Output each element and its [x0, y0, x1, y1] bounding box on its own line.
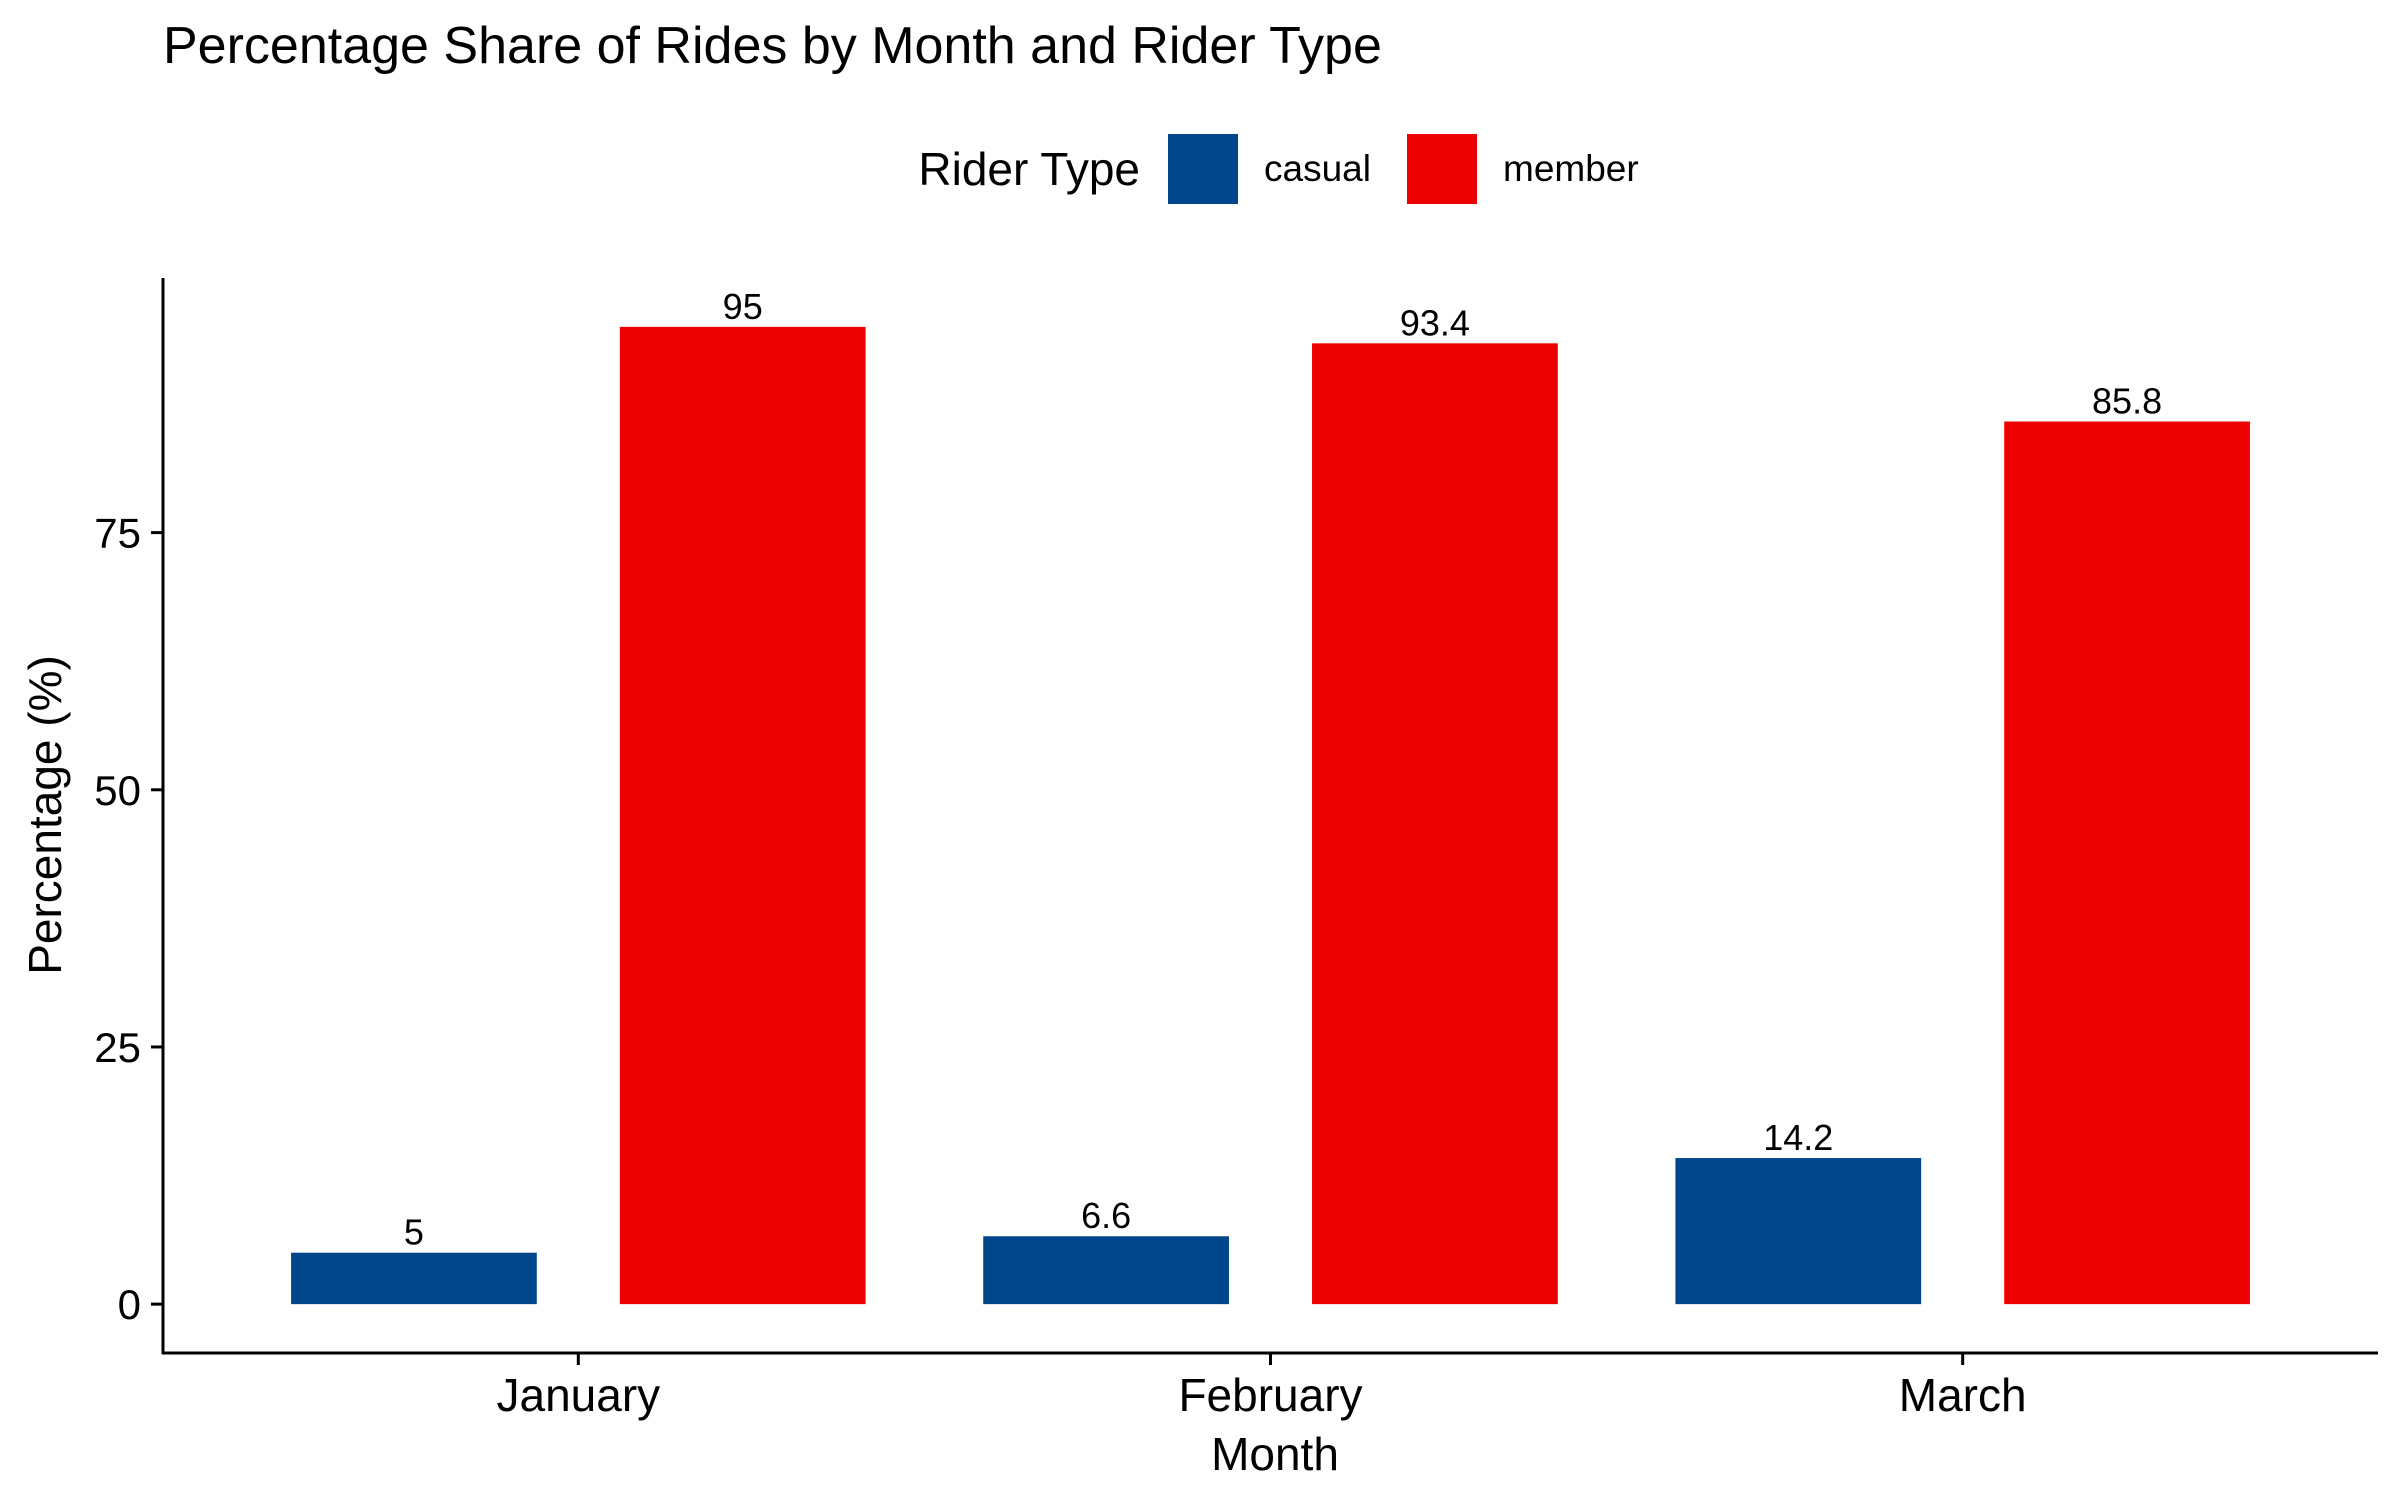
legend-label-casual: casual	[1264, 148, 1371, 189]
bar-member-january	[619, 326, 866, 1305]
bar-member-february	[1312, 343, 1558, 1305]
bar-casual-january	[291, 1252, 537, 1305]
data-label-casual-january: 5	[404, 1212, 424, 1253]
data-label-casual-march: 14.2	[1763, 1117, 1833, 1158]
legend-swatch-member	[1407, 134, 1477, 204]
data-label-member-march: 85.8	[2092, 381, 2162, 422]
legend-swatch-casual	[1168, 134, 1238, 204]
legend-title: Rider Type	[918, 143, 1140, 195]
bar-member-march	[2004, 421, 2250, 1305]
data-label-member-february: 93.4	[1400, 302, 1470, 343]
x-tick-label-january: January	[496, 1369, 660, 1421]
x-tick-label-february: February	[1178, 1369, 1362, 1421]
data-labels-layer: 5 6.6 14.2 95 93.4 85.8	[404, 286, 2162, 1253]
y-tick-label: 75	[94, 510, 141, 557]
y-tick-label: 0	[118, 1281, 141, 1328]
legend-label-member: member	[1503, 148, 1639, 189]
y-tick-label: 50	[94, 767, 141, 814]
bars-layer	[291, 326, 2250, 1305]
bar-casual-february	[983, 1236, 1229, 1305]
x-tick-label-march: March	[1899, 1369, 2027, 1421]
chart-title: Percentage Share of Rides by Month and R…	[163, 17, 1382, 75]
x-axis-title: Month	[1211, 1428, 1339, 1480]
data-label-member-january: 95	[723, 286, 763, 327]
y-axis-ticks: 0 25 50 75	[94, 510, 163, 1328]
legend: Rider Type casual member	[918, 134, 1639, 204]
data-label-casual-february: 6.6	[1081, 1195, 1131, 1236]
y-axis-title: Percentage (%)	[19, 655, 71, 975]
x-axis-ticks: January February March	[496, 1353, 2027, 1421]
y-tick-label: 25	[94, 1024, 141, 1071]
bar-casual-march	[1675, 1158, 1922, 1305]
